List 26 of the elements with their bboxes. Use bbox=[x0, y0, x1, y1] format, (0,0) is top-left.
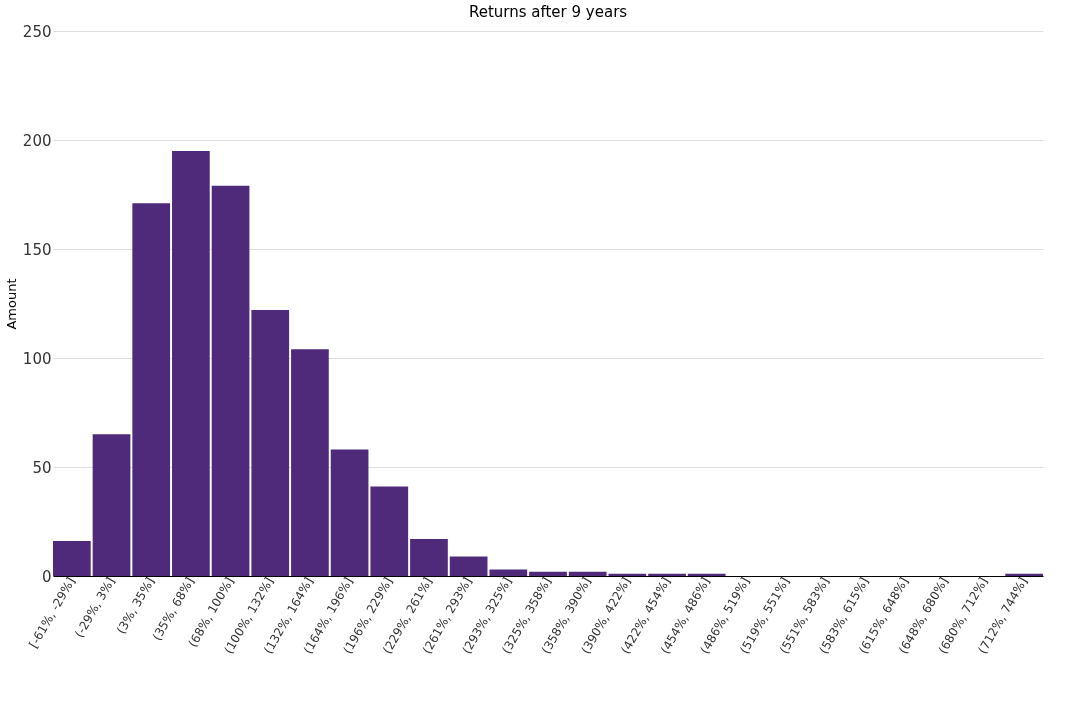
bar bbox=[370, 486, 409, 576]
y-tick-label: 100 bbox=[22, 349, 52, 368]
bar bbox=[251, 310, 290, 576]
bar bbox=[211, 185, 250, 576]
bar bbox=[410, 538, 448, 576]
bar bbox=[449, 556, 488, 576]
y-tick-label: 250 bbox=[22, 22, 52, 41]
y-tick-label: 0 bbox=[41, 567, 52, 586]
bar bbox=[53, 541, 91, 576]
bar bbox=[132, 203, 171, 576]
bar bbox=[330, 449, 369, 576]
bar bbox=[529, 571, 567, 576]
bar bbox=[568, 571, 607, 576]
y-tick-label: 150 bbox=[22, 240, 52, 259]
bar bbox=[172, 150, 210, 576]
bar bbox=[687, 573, 726, 576]
bar bbox=[608, 573, 647, 576]
chart-title: Returns after 9 years bbox=[468, 3, 628, 21]
bar bbox=[291, 349, 329, 576]
bar bbox=[489, 569, 528, 576]
bar bbox=[92, 434, 131, 576]
y-axis-title: Amount bbox=[3, 278, 19, 330]
y-tick-label: 50 bbox=[32, 458, 52, 477]
bar bbox=[1005, 573, 1043, 576]
bar bbox=[648, 573, 686, 576]
y-tick-label: 200 bbox=[22, 131, 52, 150]
